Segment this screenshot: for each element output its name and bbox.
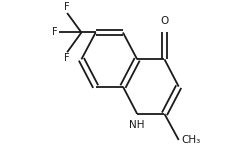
Text: NH: NH [129,120,144,130]
Text: CH₃: CH₃ [180,135,200,145]
Text: O: O [160,16,168,26]
Text: F: F [64,53,70,63]
Text: F: F [52,28,57,38]
Text: F: F [64,2,70,12]
